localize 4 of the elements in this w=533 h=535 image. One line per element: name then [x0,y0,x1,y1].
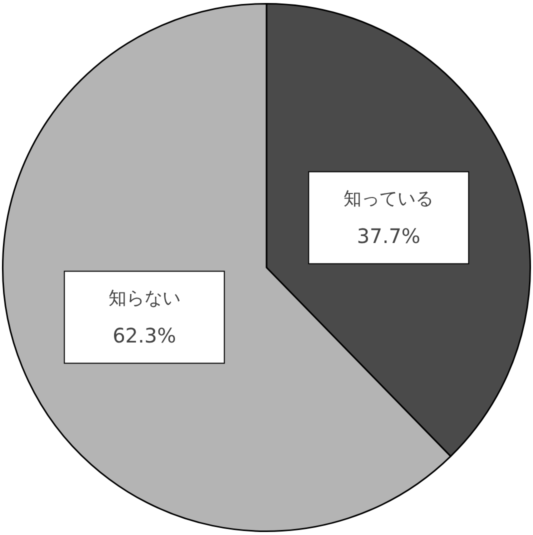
data-label: 37.7% [356,224,420,248]
slice-label: 知っている [344,188,434,210]
slice-label: 知らない [108,288,180,309]
data-label: 62.3% [112,323,176,348]
